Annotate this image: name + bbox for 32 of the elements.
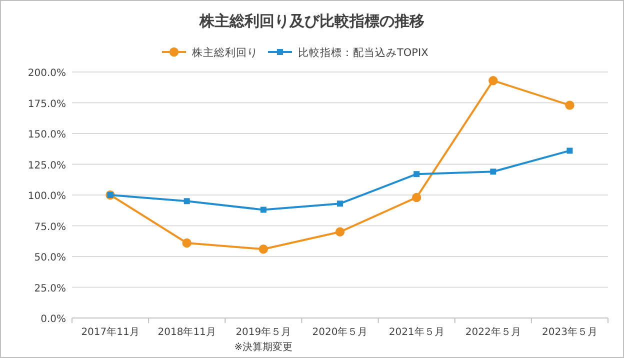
y-tick-label: 100.0% [28, 191, 66, 202]
x-tick-label: 2022年５月 [465, 326, 521, 338]
y-tick-label: 200.0% [28, 68, 66, 79]
point [260, 206, 266, 213]
point [335, 227, 345, 236]
point [488, 76, 498, 86]
point [565, 100, 574, 110]
text: ※決算期変更 [234, 341, 293, 353]
point [182, 238, 192, 248]
x-tick-label: 2021年５月 [388, 326, 444, 338]
y-tick-label: 25.0% [34, 283, 66, 294]
legend-label: 株主総利回り [191, 46, 258, 59]
y-tick-label: 75.0% [34, 222, 66, 233]
point [566, 148, 573, 154]
point [412, 192, 422, 202]
y-tick-label: 175.0% [28, 98, 66, 110]
y-tick-label: 125.0% [28, 160, 66, 172]
y-tick-label: 50.0% [34, 252, 66, 264]
x-tick-label: 2017年11月 [81, 326, 140, 338]
x-tick-label: 2018年11月 [158, 326, 216, 338]
y-tick-label: 150.0% [28, 130, 66, 140]
point [184, 198, 190, 204]
x-tick-label: 2020年５月 [312, 326, 368, 338]
legend-label: 比較指標：配当込みTOPIX [298, 46, 428, 59]
x-tick-label: 2023年５月 [542, 326, 598, 338]
point [490, 168, 496, 175]
point [414, 171, 420, 178]
x-tick-label: 2019年５月 [236, 326, 292, 338]
y-tick-label: 0.0% [40, 314, 66, 325]
point [337, 200, 343, 207]
chart-title: 株主総利回り及び比較指標の推移 [198, 12, 424, 30]
point [258, 244, 268, 254]
